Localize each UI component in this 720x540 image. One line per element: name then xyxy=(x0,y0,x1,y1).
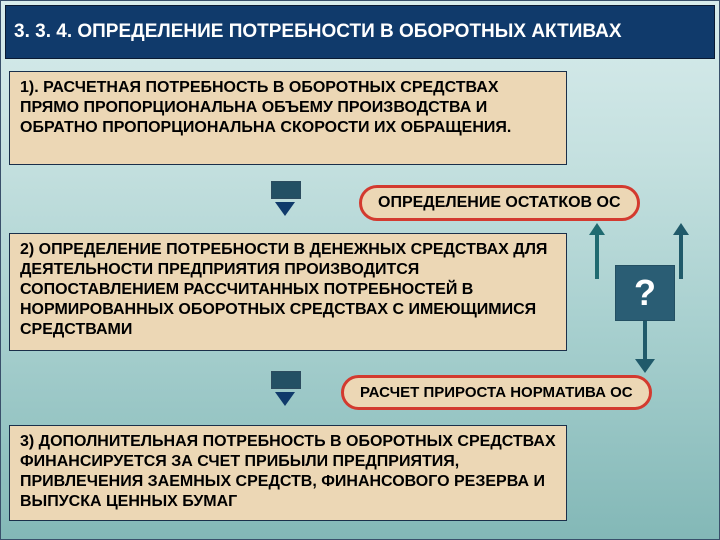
block-3: 3) ДОПОЛНИТЕЛЬНАЯ ПОТРЕБНОСТЬ В ОБОРОТНЫ… xyxy=(9,425,567,521)
arrow-down-2 xyxy=(275,392,295,406)
down-connector-q xyxy=(643,321,647,361)
arrow-up-left xyxy=(589,223,605,235)
arrow-down-q xyxy=(635,359,655,373)
up-connector-right xyxy=(679,233,683,279)
block-1-text: 1). РАСЧЕТНАЯ ПОТРЕБНОСТЬ В ОБОРОТНЫХ СР… xyxy=(20,79,511,136)
slide-canvas: 3. 3. 4. ОПРЕДЕЛЕНИЕ ПОТРЕБНОСТИ В ОБОРО… xyxy=(0,0,720,540)
pill-2: РАСЧЕТ ПРИРОСТА НОРМАТИВА ОС xyxy=(341,375,652,410)
title-text: 3. 3. 4. ОПРЕДЕЛЕНИЕ ПОТРЕБНОСТИ В ОБОРО… xyxy=(14,21,622,44)
up-connector-left xyxy=(595,233,599,279)
block-1: 1). РАСЧЕТНАЯ ПОТРЕБНОСТЬ В ОБОРОТНЫХ СР… xyxy=(9,71,567,165)
question-box: ? xyxy=(615,265,675,321)
arrow-up-right xyxy=(673,223,689,235)
block-2: 2) ОПРЕДЕЛЕНИЕ ПОТРЕБНОСТИ В ДЕНЕЖНЫХ СР… xyxy=(9,233,567,351)
block-2-text: 2) ОПРЕДЕЛЕНИЕ ПОТРЕБНОСТИ В ДЕНЕЖНЫХ СР… xyxy=(20,241,547,338)
flow-marker-1 xyxy=(271,181,301,199)
pill-2-text: РАСЧЕТ ПРИРОСТА НОРМАТИВА ОС xyxy=(360,384,633,401)
block-3-text: 3) ДОПОЛНИТЕЛЬНАЯ ПОТРЕБНОСТЬ В ОБОРОТНЫ… xyxy=(20,433,556,510)
pill-1: ОПРЕДЕЛЕНИЕ ОСТАТКОВ ОС xyxy=(359,185,640,221)
title-bar: 3. 3. 4. ОПРЕДЕЛЕНИЕ ПОТРЕБНОСТИ В ОБОРО… xyxy=(5,5,715,59)
flow-marker-2 xyxy=(271,371,301,389)
pill-1-text: ОПРЕДЕЛЕНИЕ ОСТАТКОВ ОС xyxy=(378,194,621,211)
arrow-down-1 xyxy=(275,202,295,216)
question-mark: ? xyxy=(634,272,656,314)
